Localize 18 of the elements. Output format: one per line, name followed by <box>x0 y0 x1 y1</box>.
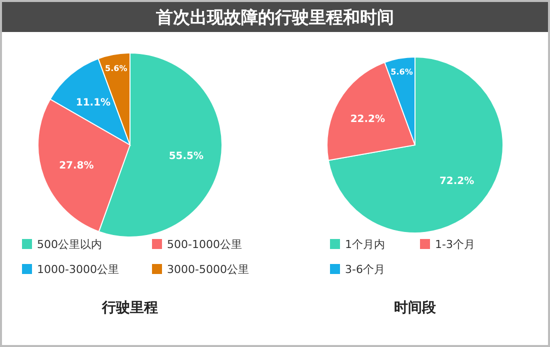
legend-label: 500-1000公里 <box>167 238 242 251</box>
text: 时间段 <box>394 300 437 316</box>
legend-label: 3000-5000公里 <box>167 263 249 276</box>
data-label: 55.5% <box>168 150 204 162</box>
legend-label: 3-6个月 <box>345 263 385 276</box>
legend-label: 1个月内 <box>345 238 385 251</box>
data-label: 5.6% <box>105 64 128 74</box>
data-label: 5.6% <box>390 67 413 76</box>
text: 行驶里程 <box>101 300 158 316</box>
data-label: 22.2% <box>350 114 386 125</box>
legend-label: 500公里以内 <box>37 238 102 251</box>
legend-label: 1-3个月 <box>435 238 475 251</box>
data-label: 11.1% <box>76 97 111 108</box>
legend-label: 1000-3000公里 <box>37 263 119 276</box>
data-label: 72.2% <box>439 176 474 188</box>
pie-slice <box>328 56 504 234</box>
data-label: 27.8% <box>59 160 94 172</box>
chart-title: 首次出现故障的行驶里程和时间 <box>155 8 394 28</box>
